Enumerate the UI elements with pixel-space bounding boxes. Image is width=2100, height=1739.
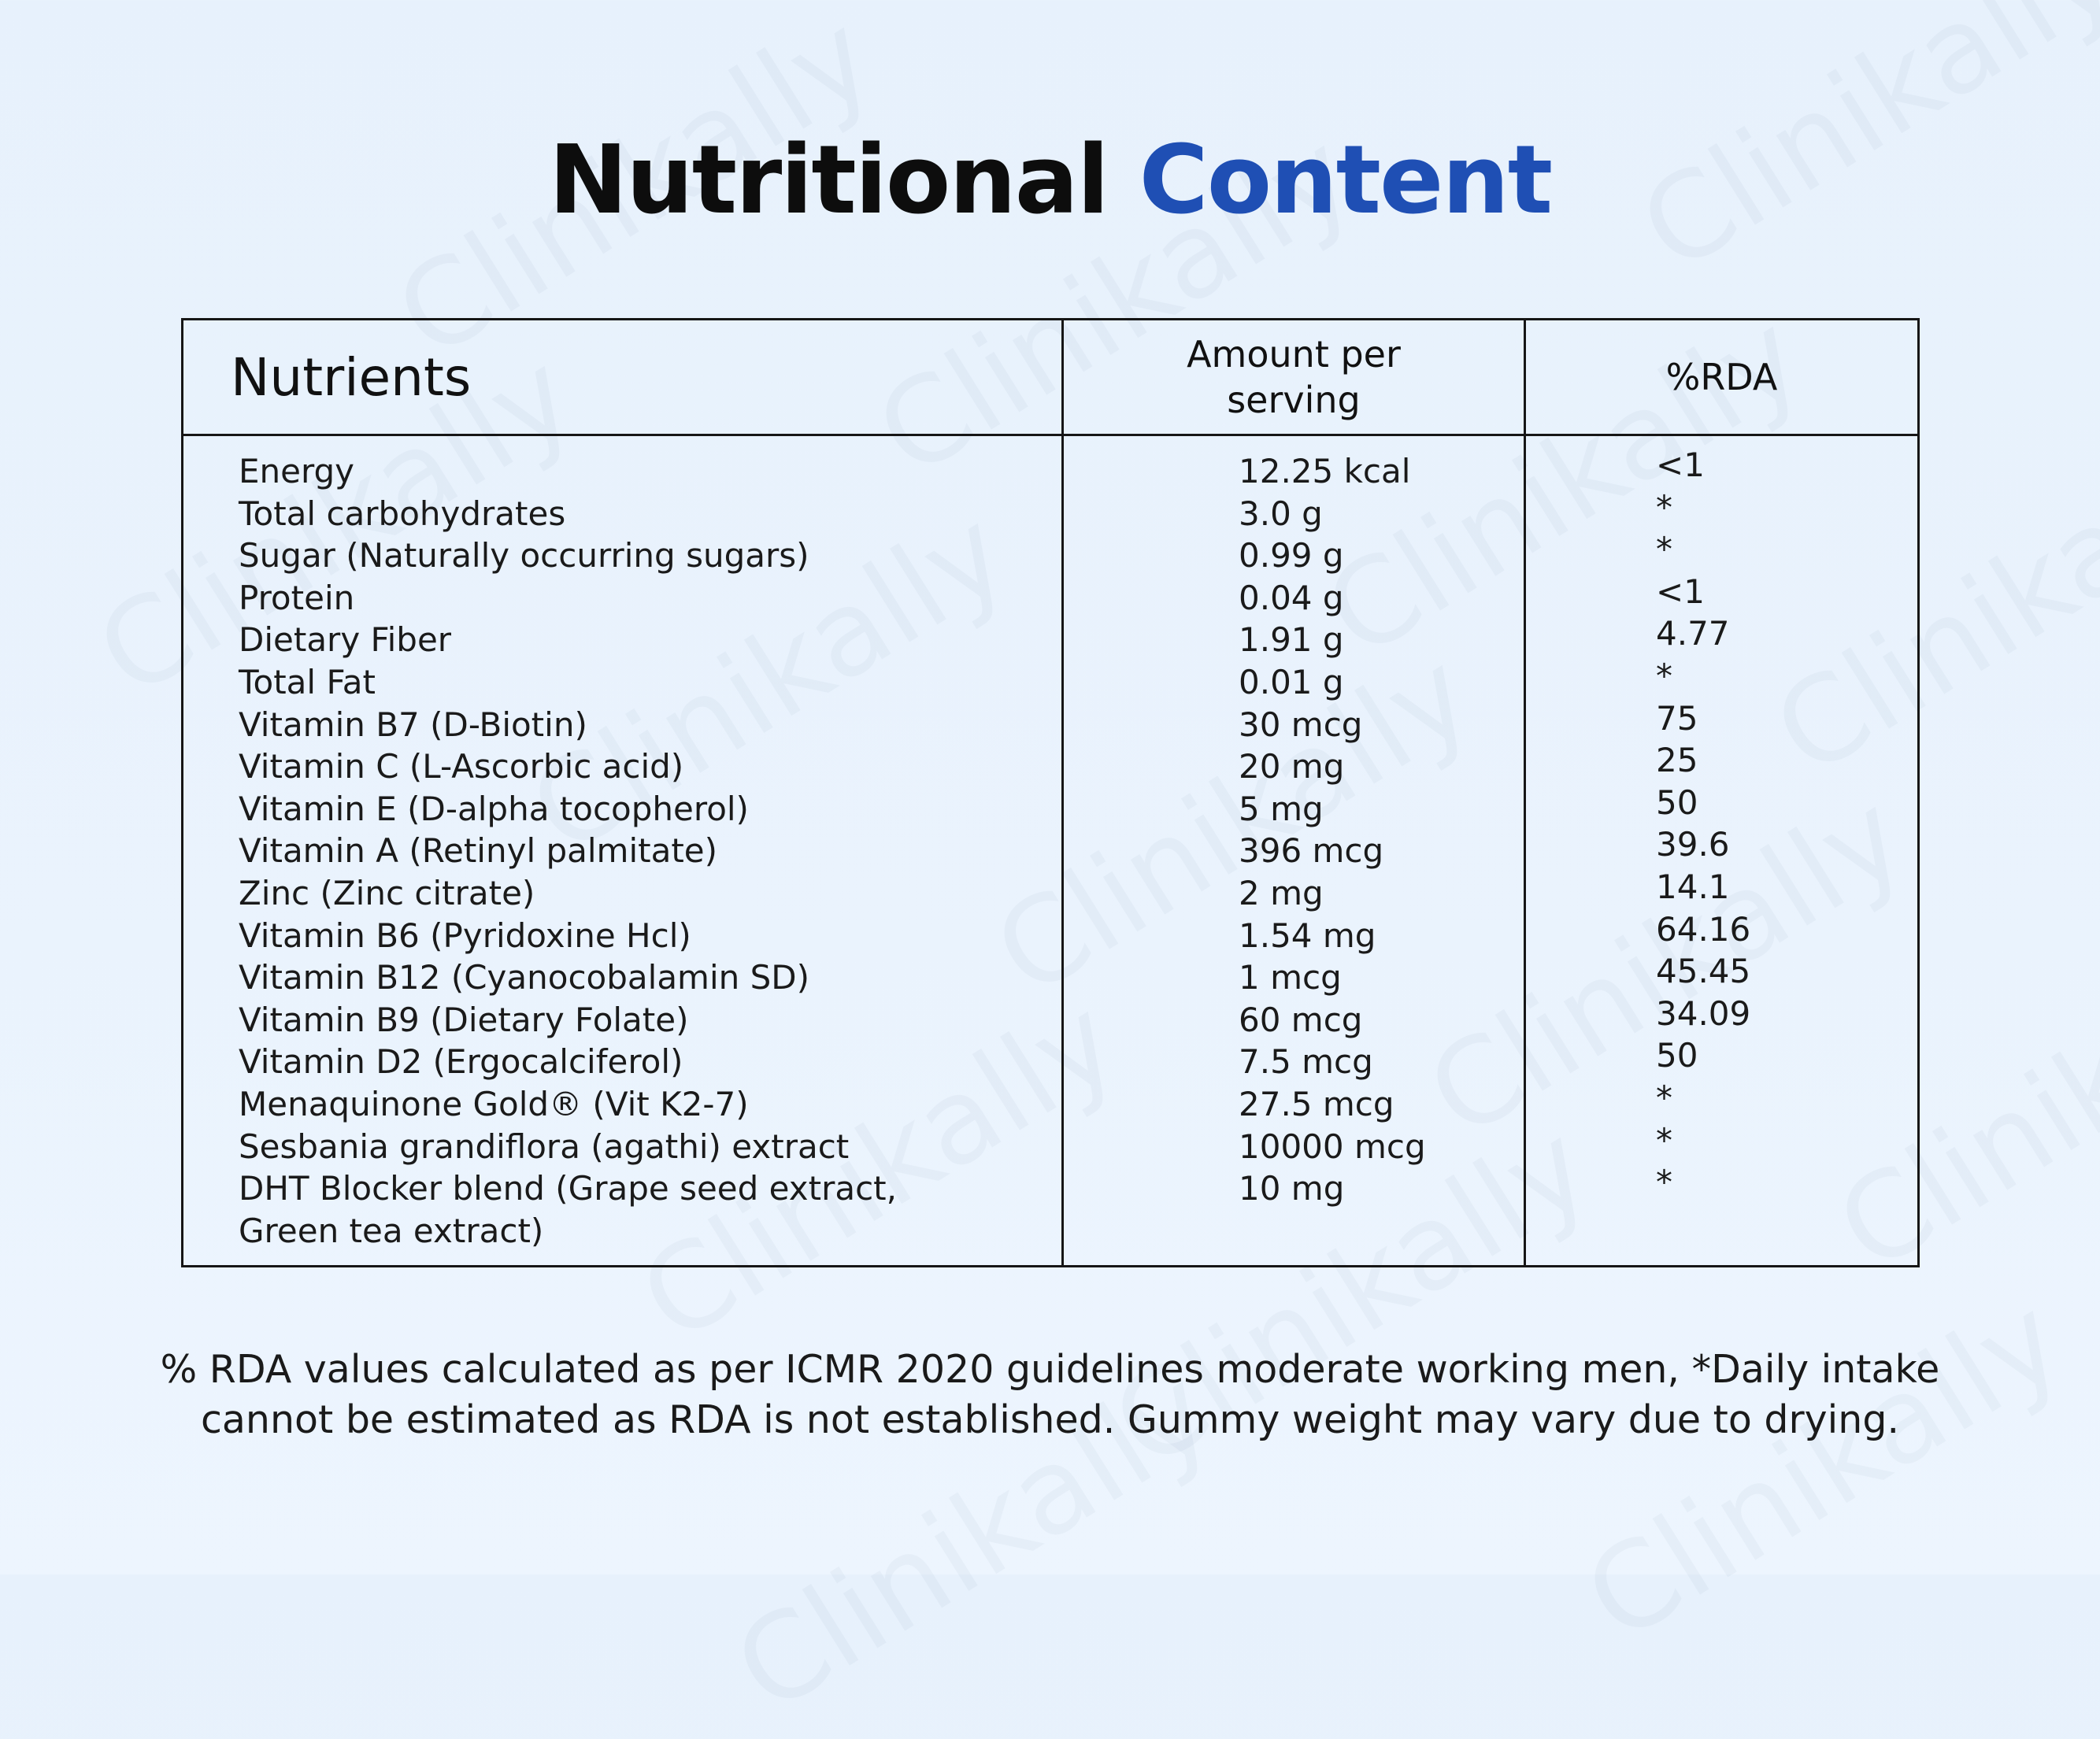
header-rda: %RDA	[1665, 356, 1778, 398]
nutrient-name: Green tea extract)	[239, 1211, 544, 1250]
amount-value: 1.54 mg	[1239, 916, 1376, 955]
rda-value: *	[1656, 1120, 1672, 1160]
column-divider	[1061, 320, 1064, 1265]
nutrient-name: Vitamin B7 (D-Biotin)	[239, 705, 587, 744]
nutrient-name: Protein	[239, 578, 355, 617]
rda-value: *	[1656, 656, 1672, 695]
page-title: Nutritional Content	[0, 118, 2100, 244]
footnote: % RDA values calculated as per ICMR 2020…	[118, 1345, 1982, 1445]
nutrient-name: Zinc (Zinc citrate)	[239, 873, 535, 912]
nutrient-name: Total Fat	[239, 662, 376, 701]
nutrients-column: Energy Total carbohydrates Sugar (Natura…	[239, 450, 897, 1252]
amount-value: 10 mg	[1239, 1169, 1345, 1208]
rda-value: *	[1656, 1163, 1672, 1202]
amount-value: 12.25 kcal	[1239, 452, 1411, 490]
amount-value: 30 mcg	[1239, 705, 1363, 744]
amount-value: 20 mg	[1239, 747, 1345, 786]
amount-value: 0.99 g	[1239, 536, 1344, 575]
nutrient-name: Menaquinone Gold® (Vit K2-7)	[239, 1084, 749, 1123]
column-divider	[1524, 320, 1526, 1265]
header-divider	[183, 434, 1917, 436]
nutrient-name: DHT Blocker blend (Grape seed extract,	[239, 1169, 897, 1208]
amount-value: 5 mg	[1239, 789, 1324, 828]
header-amount-line1: Amount per	[1187, 333, 1401, 376]
footnote-line1: % RDA values calculated as per ICMR 2020…	[160, 1347, 1940, 1392]
title-main: Nutritional	[548, 126, 1109, 235]
nutrient-name: Vitamin A (Retinyl palmitate)	[239, 831, 718, 871]
nutrient-name: Vitamin E (D-alpha tocopherol)	[239, 789, 749, 828]
amount-value: 396 mcg	[1239, 831, 1384, 871]
nutrient-name: Total carbohydrates	[239, 494, 566, 533]
title-accent: Content	[1139, 126, 1553, 235]
nutrition-table: Nutrients Amount per serving %RDA Energy…	[181, 318, 1920, 1267]
amount-value: 60 mcg	[1239, 1000, 1363, 1039]
rda-value: 25	[1656, 741, 1698, 780]
amount-column: 12.25 kcal 3.0 g 0.99 g 0.04 g 1.91 g 0.…	[1239, 450, 1426, 1210]
nutrient-name: Sugar (Naturally occurring sugars)	[239, 536, 809, 575]
watermark-logo: Clinikally	[1563, 1271, 2085, 1668]
nutrient-name: Dietary Fiber	[239, 620, 452, 660]
nutrient-name: Vitamin B6 (Pyridoxine Hcl)	[239, 916, 691, 955]
rda-value: 34.09	[1656, 993, 1751, 1033]
nutrient-name: Energy	[239, 452, 355, 490]
rda-value: *	[1656, 487, 1672, 527]
amount-value: 2 mg	[1239, 873, 1324, 912]
rda-value: <1	[1656, 446, 1705, 484]
header-amount: Amount per serving	[1064, 320, 1524, 434]
nutrient-name: Vitamin B12 (Cyanocobalamin SD)	[239, 958, 809, 997]
nutrient-name: Sesbania grandiflora (agathi) extract	[239, 1127, 850, 1166]
rda-value: 4.77	[1656, 614, 1730, 653]
amount-value: 3.0 g	[1239, 494, 1323, 533]
rda-value: 39.6	[1656, 825, 1730, 864]
rda-value: 45.45	[1656, 952, 1751, 991]
footnote-line2: cannot be estimated as RDA is not establ…	[200, 1397, 1900, 1442]
rda-value: *	[1656, 530, 1672, 569]
rda-value: <1	[1656, 572, 1705, 611]
header-amount-line2: serving	[1227, 379, 1361, 421]
amount-value: 27.5 mcg	[1239, 1084, 1394, 1123]
rda-value: 50	[1656, 783, 1698, 822]
amount-value: 7.5 mcg	[1239, 1042, 1373, 1082]
amount-value: 0.01 g	[1239, 662, 1344, 701]
nutrient-name: Vitamin D2 (Ergocalciferol)	[239, 1042, 683, 1082]
rda-value: 64.16	[1656, 909, 1751, 949]
amount-value: 0.04 g	[1239, 578, 1344, 617]
rda-value: 75	[1656, 698, 1698, 738]
header-nutrients: Nutrients	[231, 346, 472, 408]
rda-column: <1 * * <1 4.77 * 75 25 50 39.6 14.1 64.1…	[1656, 444, 1750, 1204]
rda-value: 14.1	[1656, 867, 1730, 906]
amount-value: 10000 mcg	[1239, 1127, 1426, 1166]
amount-value: 1.91 g	[1239, 620, 1344, 660]
rda-value: 50	[1656, 1036, 1698, 1075]
amount-value: 1 mcg	[1239, 958, 1342, 997]
nutrient-name: Vitamin B9 (Dietary Folate)	[239, 1000, 689, 1039]
rda-value: *	[1656, 1078, 1672, 1117]
nutrient-name: Vitamin C (L-Ascorbic acid)	[239, 747, 684, 786]
